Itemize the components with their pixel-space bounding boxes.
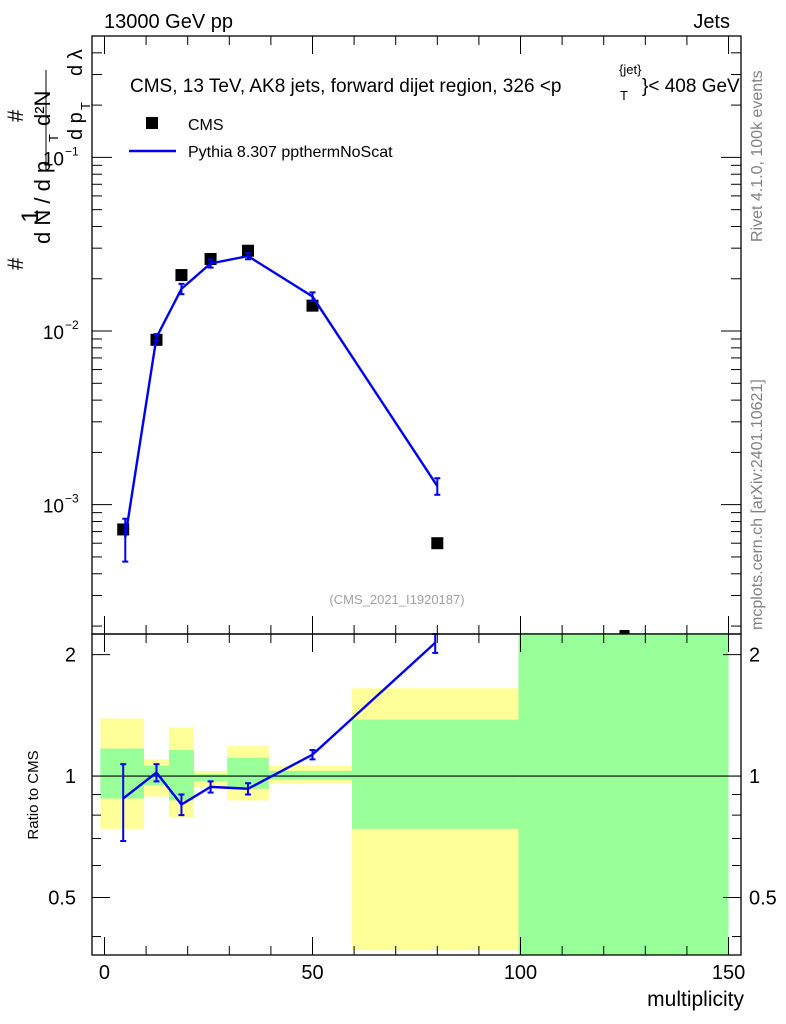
plot-title-subscript: T: [620, 88, 628, 103]
x-axis-label: multiplicity: [647, 988, 744, 1011]
ratio-y-tick-label-right: 1: [749, 766, 760, 788]
ratio-y-tick-label: 0.5: [48, 887, 76, 909]
y-label-hash-2: #: [3, 109, 28, 122]
pythia-curve: [124, 254, 439, 538]
ratio-y-label: Ratio to CMS: [25, 750, 42, 839]
ratio-y-tick-label: 2: [65, 645, 76, 667]
analysis-watermark: (CMS_2021_I1920187): [329, 592, 464, 607]
y-label-d2N: d²N: [30, 91, 55, 126]
ratio-marks: [92, 633, 741, 843]
y-tick-label: 10: [43, 149, 64, 170]
category-label: Jets: [693, 11, 730, 33]
uncertainty-bands: [100, 634, 729, 955]
cms-data-point: [175, 269, 188, 282]
y-tick-label-exponent: −2: [65, 318, 79, 332]
ratio-ticks: 0.5 0.5 1 1 2 2 0 50 100 150: [48, 634, 777, 984]
ratio-y-tick-label-right: 2: [749, 645, 760, 667]
energy-label: 13000 GeV pp: [104, 11, 233, 33]
uncertainty-band-green: [193, 774, 228, 782]
x-tick-label: 150: [712, 962, 745, 984]
y-label-dN-dpT-sub: T: [46, 134, 61, 142]
cms-data-point-clipped: [619, 630, 630, 634]
uncertainty-band-green: [268, 770, 353, 780]
plot-title-end: }< 408 GeV: [642, 76, 740, 97]
ratio-y-tick-label-right: 0.5: [749, 887, 777, 909]
y-label-dpT-sub: T: [78, 102, 93, 110]
rivet-label: Rivet 4.1.0, 100k events: [749, 70, 766, 242]
ratio-panel: 0.5 0.5 1 1 2 2 0 50 100 150 Ratio to CMS multipl…: [25, 633, 777, 1011]
legend-cms-marker: [146, 117, 158, 129]
y-tick-label-exponent: −1: [65, 144, 79, 158]
y-tick-label-exponent: −3: [65, 492, 79, 506]
mcplots-label: mcplots.cern.ch [arXiv:2401.10621]: [749, 379, 766, 630]
plot-title: CMS, 13 TeV, AK8 jets, forward dijet reg…: [130, 76, 561, 97]
y-axis-label: 1 # d N / d p T # d²N d p T d λ: [3, 49, 93, 270]
legend: CMS Pythia 8.307 ppthermNoScat: [129, 117, 393, 161]
main-plot-panel: 10−110−210−3 (CMS_2021_I1920187) CMS, 13…: [3, 35, 742, 635]
plot-title-superscript: {jet}: [619, 62, 642, 77]
uncertainty-band-green: [352, 719, 519, 829]
uncertainty-band-green: [518, 634, 729, 955]
y-label-one: 1: [17, 209, 44, 222]
legend-cms-label: CMS: [188, 117, 224, 134]
x-tick-label: 100: [504, 962, 537, 984]
y-label-hash-1: #: [3, 257, 28, 270]
y-tick-label: 10: [43, 323, 64, 344]
y-label-dpT: d p: [65, 112, 87, 140]
uncertainty-band-green: [100, 748, 145, 799]
cms-data-point: [431, 537, 444, 550]
y-label-dN-dpT: d N / d p: [30, 161, 55, 244]
main-plot-marks: [117, 244, 630, 634]
y-label-dlambda: d λ: [65, 49, 87, 76]
y-tick-label: 10: [43, 497, 64, 518]
main-plot-ticks: 10−110−210−3: [43, 35, 741, 634]
x-tick-label: 50: [301, 962, 323, 984]
legend-pythia-label: Pythia 8.307 ppthermNoScat: [188, 144, 393, 161]
ratio-y-tick-label: 1: [65, 766, 76, 788]
x-tick-label: 0: [99, 962, 110, 984]
